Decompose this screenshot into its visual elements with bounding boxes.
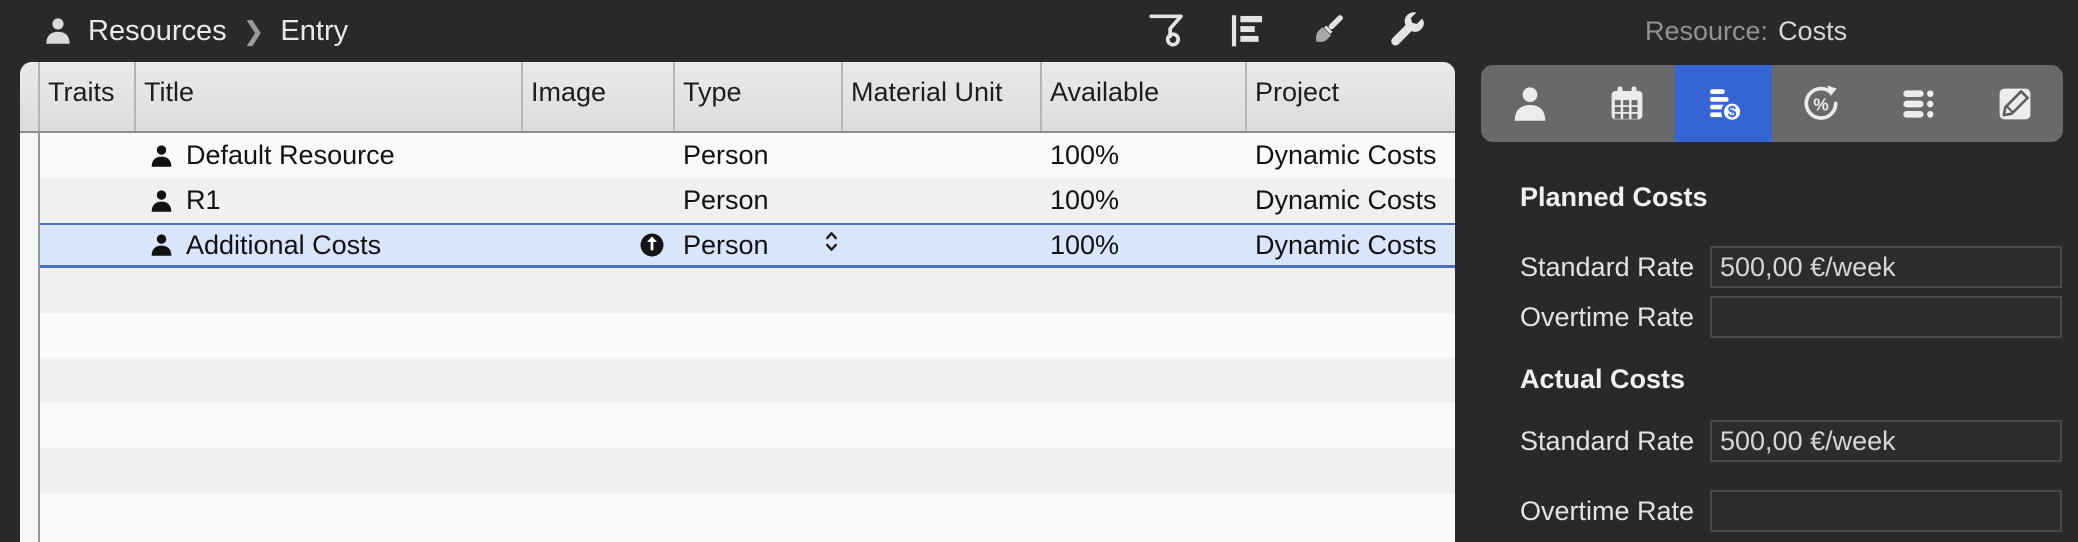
percent-cycle-icon: % xyxy=(1803,84,1838,120)
table-row[interactable]: R1 Person 100% Dynamic Costs xyxy=(20,178,1455,223)
resource-type: Person xyxy=(683,140,769,170)
person-icon xyxy=(1514,86,1545,121)
image-cell xyxy=(523,178,675,223)
actual-standard-rate-label: Standard Rate xyxy=(1520,426,1695,456)
outline-view-button[interactable] xyxy=(1224,6,1270,56)
column-header-type[interactable]: Type xyxy=(675,62,843,131)
tab-groups[interactable] xyxy=(1869,65,1966,142)
up-arrow-circle-icon xyxy=(640,233,664,257)
calendar-icon xyxy=(1611,86,1642,119)
empty-row-stripe xyxy=(20,493,1455,542)
breadcrumb-page[interactable]: Entry xyxy=(280,14,349,47)
image-cell xyxy=(523,225,675,265)
resource-title: Additional Costs xyxy=(186,229,382,260)
inspector-title: Resource: Costs xyxy=(1645,0,1847,62)
tab-calendar[interactable] xyxy=(1578,65,1675,142)
planned-overtime-rate-field[interactable] xyxy=(1710,296,2062,338)
paintbrush-icon xyxy=(1316,15,1343,42)
list-rows-icon xyxy=(1902,89,1933,118)
settings-wrench-button[interactable] xyxy=(1384,6,1430,56)
top-toolbar: Resources ❯ Entry xyxy=(0,0,2078,62)
traits-cell xyxy=(40,133,136,178)
tab-utilization[interactable]: % xyxy=(1772,65,1869,142)
resource-title: Default Resource xyxy=(186,140,395,170)
empty-row-stripe xyxy=(20,313,1455,358)
breadcrumb-section[interactable]: Resources xyxy=(88,14,227,47)
column-header-traits[interactable]: Traits xyxy=(40,62,136,131)
actual-costs-heading: Actual Costs xyxy=(1520,364,1686,394)
person-icon xyxy=(151,144,172,167)
tab-notes[interactable] xyxy=(1966,65,2063,142)
column-header-gutter xyxy=(20,62,40,131)
planned-costs-heading: Planned Costs xyxy=(1520,182,1708,212)
column-header-image[interactable]: Image xyxy=(523,62,675,131)
tab-costs-selected[interactable]: $ xyxy=(1675,65,1772,142)
inspector-title-name: Costs xyxy=(1778,15,1848,46)
toolbar-buttons xyxy=(1144,0,1430,62)
actual-standard-rate-field[interactable] xyxy=(1710,420,2062,462)
title-cell: Default Resource xyxy=(136,133,523,178)
material-unit-cell xyxy=(843,133,1042,178)
project-cell: Dynamic Costs xyxy=(1255,229,1437,260)
planned-overtime-rate-label: Overtime Rate xyxy=(1520,302,1695,332)
column-header-title[interactable]: Title xyxy=(136,62,523,131)
inspector-tab-bar: $ % xyxy=(1481,65,2063,142)
project-cell: Dynamic Costs xyxy=(1255,185,1437,215)
row-gutter xyxy=(20,133,40,542)
type-cell-editable[interactable]: Person xyxy=(675,225,843,265)
traits-cell xyxy=(40,178,136,223)
traits-cell xyxy=(40,225,136,265)
outline-list-icon xyxy=(1231,15,1263,47)
breadcrumb-separator: ❯ xyxy=(242,15,265,46)
person-icon xyxy=(151,234,172,256)
type-cell: Person xyxy=(675,133,843,178)
resource-type: Person xyxy=(683,229,769,260)
filter-funnel-icon xyxy=(1149,14,1183,47)
empty-row-stripe xyxy=(20,358,1455,403)
material-unit-cell xyxy=(843,225,1042,265)
pencil-note-icon xyxy=(1999,88,2030,119)
tab-resource[interactable] xyxy=(1481,65,1578,142)
resources-table: Traits Title Image Type Material Unit Av… xyxy=(20,62,1455,542)
filter-button[interactable] xyxy=(1144,6,1190,56)
type-cell: Person xyxy=(675,178,843,223)
column-header-project[interactable]: Project xyxy=(1255,77,1340,107)
resource-title: R1 xyxy=(186,185,221,215)
planned-standard-rate-field[interactable] xyxy=(1710,246,2062,288)
project-cell: Dynamic Costs xyxy=(1255,140,1437,170)
costs-dollar-lines-icon: $ xyxy=(1709,88,1743,123)
column-header-available[interactable]: Available xyxy=(1042,62,1247,131)
table-row[interactable]: Default Resource Person 100% Dynamic Cos… xyxy=(20,133,1455,178)
empty-row-stripe xyxy=(20,268,1455,313)
column-header-material-unit[interactable]: Material Unit xyxy=(843,62,1042,131)
format-brush-button[interactable] xyxy=(1304,6,1350,56)
breadcrumb: Resources ❯ Entry xyxy=(42,0,348,62)
svg-text:%: % xyxy=(1813,94,1829,114)
available-cell: 100% xyxy=(1050,185,1120,215)
available-cell: 100% xyxy=(1050,140,1120,170)
actual-overtime-rate-label: Overtime Rate xyxy=(1520,496,1695,526)
wrench-icon xyxy=(1391,12,1424,46)
table-header-row: Traits Title Image Type Material Unit Av… xyxy=(20,62,1455,133)
material-unit-cell xyxy=(843,178,1042,223)
person-icon xyxy=(151,189,172,212)
inspector-title-prefix: Resource: xyxy=(1645,15,1769,46)
empty-row-stripe xyxy=(20,403,1455,448)
available-cell: 100% xyxy=(1050,229,1120,260)
up-down-chevrons-icon[interactable] xyxy=(824,229,839,262)
image-cell xyxy=(523,133,675,178)
svg-text:$: $ xyxy=(1727,104,1736,121)
planned-standard-rate-label: Standard Rate xyxy=(1520,252,1695,282)
title-cell: Additional Costs xyxy=(136,225,523,265)
table-row-selected[interactable]: Additional Costs Person 100% Dynamic Cos… xyxy=(20,223,1455,268)
empty-row-stripe xyxy=(20,448,1455,493)
title-cell: R1 xyxy=(136,178,523,223)
actual-overtime-rate-field[interactable] xyxy=(1710,490,2062,532)
person-icon xyxy=(46,18,70,44)
resource-type: Person xyxy=(683,185,769,215)
